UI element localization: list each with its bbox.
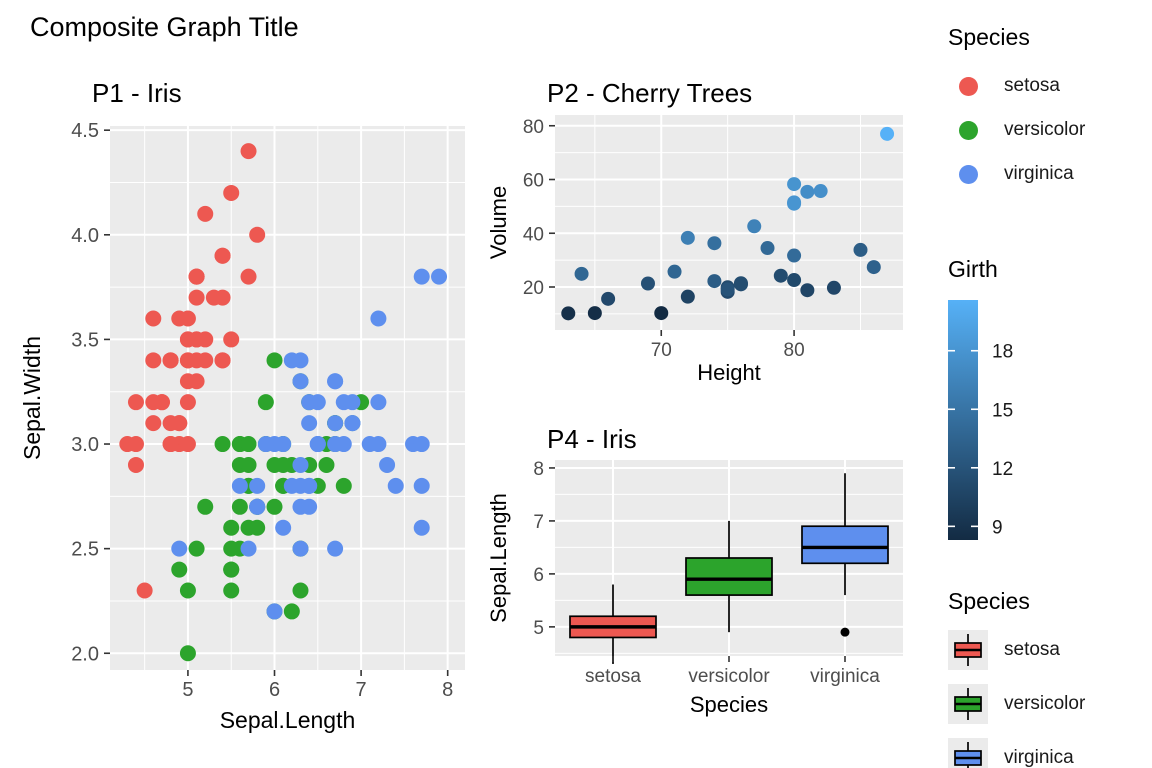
svg-text:80: 80 — [523, 117, 544, 138]
svg-text:versicolor: versicolor — [688, 666, 770, 687]
versicolor-dot-icon — [958, 120, 978, 140]
legend-item-virginica-point: virginica — [948, 154, 1074, 194]
girth-colorbar-svg: 18 15 12 9 — [948, 300, 1013, 540]
p4-plot-svg: 5 6 7 8 setosa versicolor virginica P4 - Iris Sp… — [490, 424, 903, 717]
versicolor-boxplot-key-icon — [948, 684, 988, 724]
p4-iris-boxplot-chart: 5 6 7 8 setosa versicolor virginica P4 - Iris Sp… — [490, 408, 915, 738]
y-axis-title: Volume — [490, 186, 511, 259]
virginica-boxplot-key-icon — [948, 738, 988, 768]
svg-text:3.5: 3.5 — [71, 329, 99, 351]
legend-label: setosa — [1004, 639, 1060, 660]
virginica-point-key — [948, 154, 988, 194]
p1-iris-scatter-chart: 5 6 7 8 2.0 2.5 3.0 3.5 4.0 4.5 P1 - Iris Sepal.Len… — [20, 62, 475, 762]
svg-text:40: 40 — [523, 224, 544, 245]
figure-title: Composite Graph Title — [30, 12, 299, 42]
chart-title: P4 - Iris — [547, 424, 637, 454]
y-axis-title: Sepal.Length — [490, 493, 511, 623]
legend-label: setosa — [1004, 75, 1060, 96]
versicolor-point-key — [948, 110, 988, 150]
x-axis-title: Height — [697, 360, 761, 385]
virginica-dot-icon — [958, 164, 978, 184]
legend-label: virginica — [1004, 163, 1074, 184]
x-axis-title: Sepal.Length — [220, 707, 356, 733]
svg-text:8: 8 — [442, 679, 453, 701]
girth-legend-title: Girth — [948, 256, 998, 282]
setosa-point-key — [948, 66, 988, 106]
svg-text:2.0: 2.0 — [71, 643, 99, 665]
svg-text:virginica: virginica — [810, 666, 880, 687]
legend-item-versicolor-box: versicolor — [948, 684, 1085, 724]
svg-text:6: 6 — [269, 679, 280, 701]
svg-text:18: 18 — [992, 342, 1013, 363]
panel-background — [110, 126, 465, 670]
chart-title: P2 - Cherry Trees — [547, 78, 752, 108]
chart-title: P1 - Iris — [92, 78, 182, 108]
x-axis-title: Species — [690, 692, 768, 717]
svg-text:2.5: 2.5 — [71, 539, 99, 561]
svg-text:5: 5 — [533, 618, 544, 639]
points-layer — [119, 143, 448, 662]
legend-item-versicolor-point: versicolor — [948, 110, 1085, 150]
svg-text:70: 70 — [651, 340, 672, 361]
svg-text:5: 5 — [182, 679, 193, 701]
svg-text:15: 15 — [992, 400, 1013, 421]
svg-text:3.0: 3.0 — [71, 434, 99, 456]
p2-cherry-trees-scatter-chart: 70 80 20 40 60 80 P2 - Cherry Trees Height Volum… — [490, 62, 915, 407]
svg-text:7: 7 — [533, 512, 544, 533]
svg-text:60: 60 — [523, 171, 544, 192]
svg-text:4.5: 4.5 — [71, 120, 99, 142]
legend-item-setosa-box: setosa — [948, 630, 1060, 670]
svg-text:7: 7 — [356, 679, 367, 701]
points-layer — [561, 126, 895, 321]
legend-label: versicolor — [1004, 119, 1086, 140]
legend-column: Species setosa versicolor virginica Girt… — [935, 0, 1152, 768]
legend-label: virginica — [1004, 747, 1074, 768]
box-legend-title: Species — [948, 588, 1030, 614]
setosa-boxplot-key-icon — [948, 630, 988, 670]
svg-text:80: 80 — [784, 340, 805, 361]
points-legend-title: Species — [948, 24, 1030, 50]
svg-text:6: 6 — [533, 565, 544, 586]
legend-item-virginica-box: virginica — [948, 738, 1074, 768]
p1-plot-svg: 5 6 7 8 2.0 2.5 3.0 3.5 4.0 4.5 P1 - Iris Sepal.Len… — [20, 78, 465, 733]
svg-text:4.0: 4.0 — [71, 225, 99, 247]
svg-text:12: 12 — [992, 459, 1013, 480]
svg-text:8: 8 — [533, 459, 544, 480]
legend-label: versicolor — [1004, 693, 1086, 714]
setosa-dot-icon — [958, 76, 978, 96]
y-axis-title: Sepal.Width — [20, 336, 45, 460]
svg-text:setosa: setosa — [585, 666, 641, 687]
svg-text:20: 20 — [523, 278, 544, 299]
legend-item-setosa-point: setosa — [948, 66, 1060, 106]
svg-text:9: 9 — [992, 517, 1003, 538]
girth-colorbar: 18 15 12 9 — [948, 300, 1152, 550]
